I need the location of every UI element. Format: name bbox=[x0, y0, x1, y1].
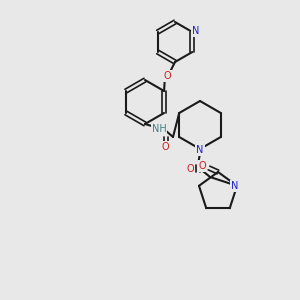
Text: N: N bbox=[231, 181, 239, 191]
Text: N: N bbox=[196, 145, 204, 155]
Text: O: O bbox=[198, 161, 206, 171]
Text: O: O bbox=[161, 142, 169, 152]
Text: NH: NH bbox=[152, 124, 166, 134]
Text: O: O bbox=[186, 164, 194, 174]
Text: N: N bbox=[192, 26, 199, 36]
Text: O: O bbox=[163, 71, 171, 81]
